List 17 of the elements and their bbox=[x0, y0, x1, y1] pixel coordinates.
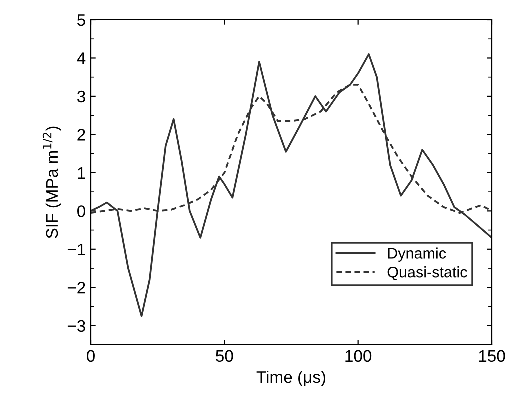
y-tick-label: 4 bbox=[77, 52, 86, 64]
y-axis-title: SIF (MPa m$^{1/2}$) bbox=[42, 126, 62, 238]
y-tick-label: −1 bbox=[68, 244, 86, 256]
x-tick-label: 50 bbox=[216, 350, 234, 362]
legend-label: Quasi-static bbox=[388, 266, 468, 280]
y-tick-label: 5 bbox=[78, 14, 86, 26]
y-tick-label: −2 bbox=[68, 282, 86, 294]
x-tick-label: 150 bbox=[479, 350, 506, 362]
x-tick-label: 100 bbox=[346, 350, 372, 362]
y-tick-label: 3 bbox=[78, 90, 86, 103]
y-tick-label: −3 bbox=[68, 320, 86, 332]
legend-label: Dynamic bbox=[388, 248, 446, 262]
y-tick-label: 2 bbox=[78, 129, 86, 141]
y-tick-label: 1 bbox=[78, 168, 86, 179]
x-tick-label: 0 bbox=[87, 350, 95, 362]
y-tick-label: 0 bbox=[78, 206, 86, 218]
x-axis-title: Time (μs) bbox=[256, 370, 326, 386]
